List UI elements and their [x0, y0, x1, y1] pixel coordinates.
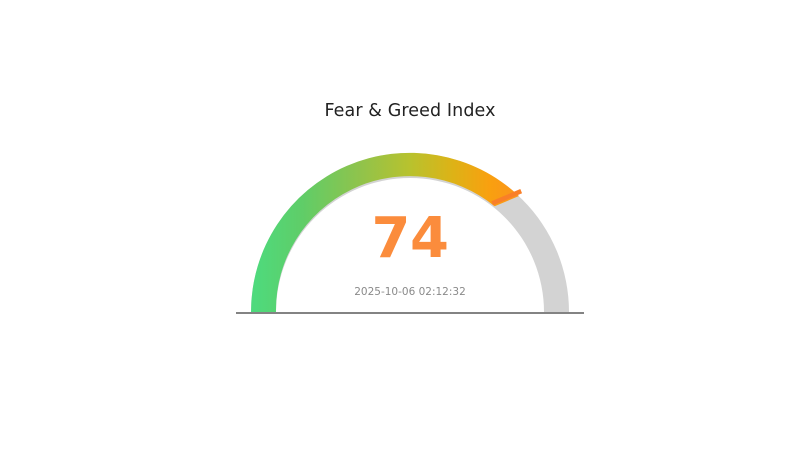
page-title: Fear & Greed Index — [324, 101, 496, 121]
gauge-threshold-tick — [491, 189, 523, 206]
gauge-value-number: 74 — [371, 206, 449, 271]
gauge-value-arc — [250, 152, 519, 312]
gauge-timestamp-label: 2025-10-06 02:12:32 — [354, 286, 466, 298]
